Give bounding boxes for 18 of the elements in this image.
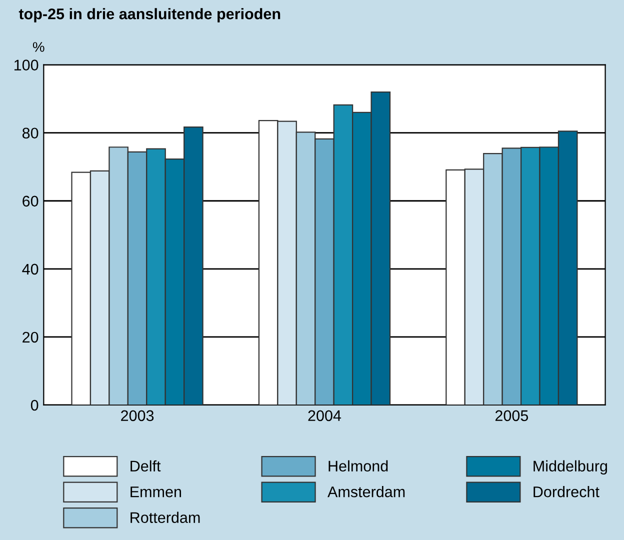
legend-label: Emmen [130,486,182,498]
x-tick-label: 2005 [495,410,528,422]
legend-label: Delft [130,460,161,472]
legend-label: Dordrecht [534,486,600,498]
y-tick-label: 100 [14,60,38,70]
y-tick-label: 80 [22,128,38,139]
x-tick-label: 2003 [121,410,154,422]
legend-label: Rotterdam [130,512,200,524]
chart-title: top-25 in drie aansluitende perioden [18,8,280,22]
x-tick-label: 2004 [308,410,342,422]
y-tick-label: 40 [22,264,38,275]
y-tick-label: 60 [22,196,38,207]
y-tick-label: 20 [22,332,38,343]
legend-label: Helmond [328,460,388,472]
y-axis-title: % [32,42,44,52]
legend-label: Middelburg [534,460,607,475]
y-tick-label: 0 [30,400,38,411]
legend-label: Amsterdam [328,486,405,498]
